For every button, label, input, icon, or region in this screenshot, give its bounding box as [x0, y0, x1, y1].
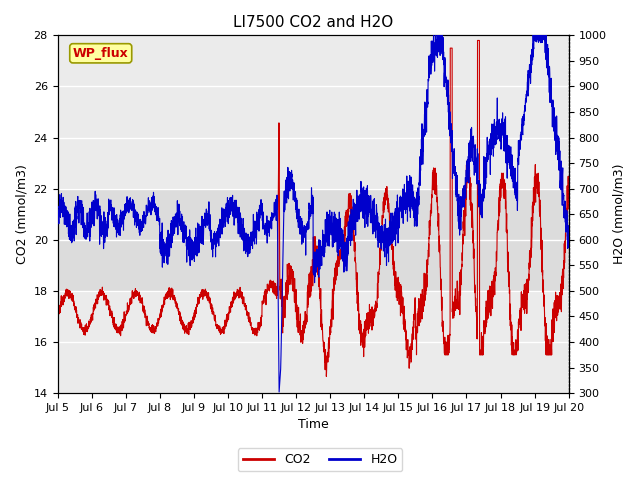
Bar: [58, 189, 569, 291]
Legend: CO2, H2O: CO2, H2O: [237, 448, 403, 471]
X-axis label: Time: Time: [298, 419, 328, 432]
Title: LI7500 CO2 and H2O: LI7500 CO2 and H2O: [233, 15, 393, 30]
Text: WP_flux: WP_flux: [73, 47, 129, 60]
Y-axis label: CO2 (mmol/m3): CO2 (mmol/m3): [15, 164, 28, 264]
Y-axis label: H2O (mmol/m3): H2O (mmol/m3): [612, 164, 625, 264]
